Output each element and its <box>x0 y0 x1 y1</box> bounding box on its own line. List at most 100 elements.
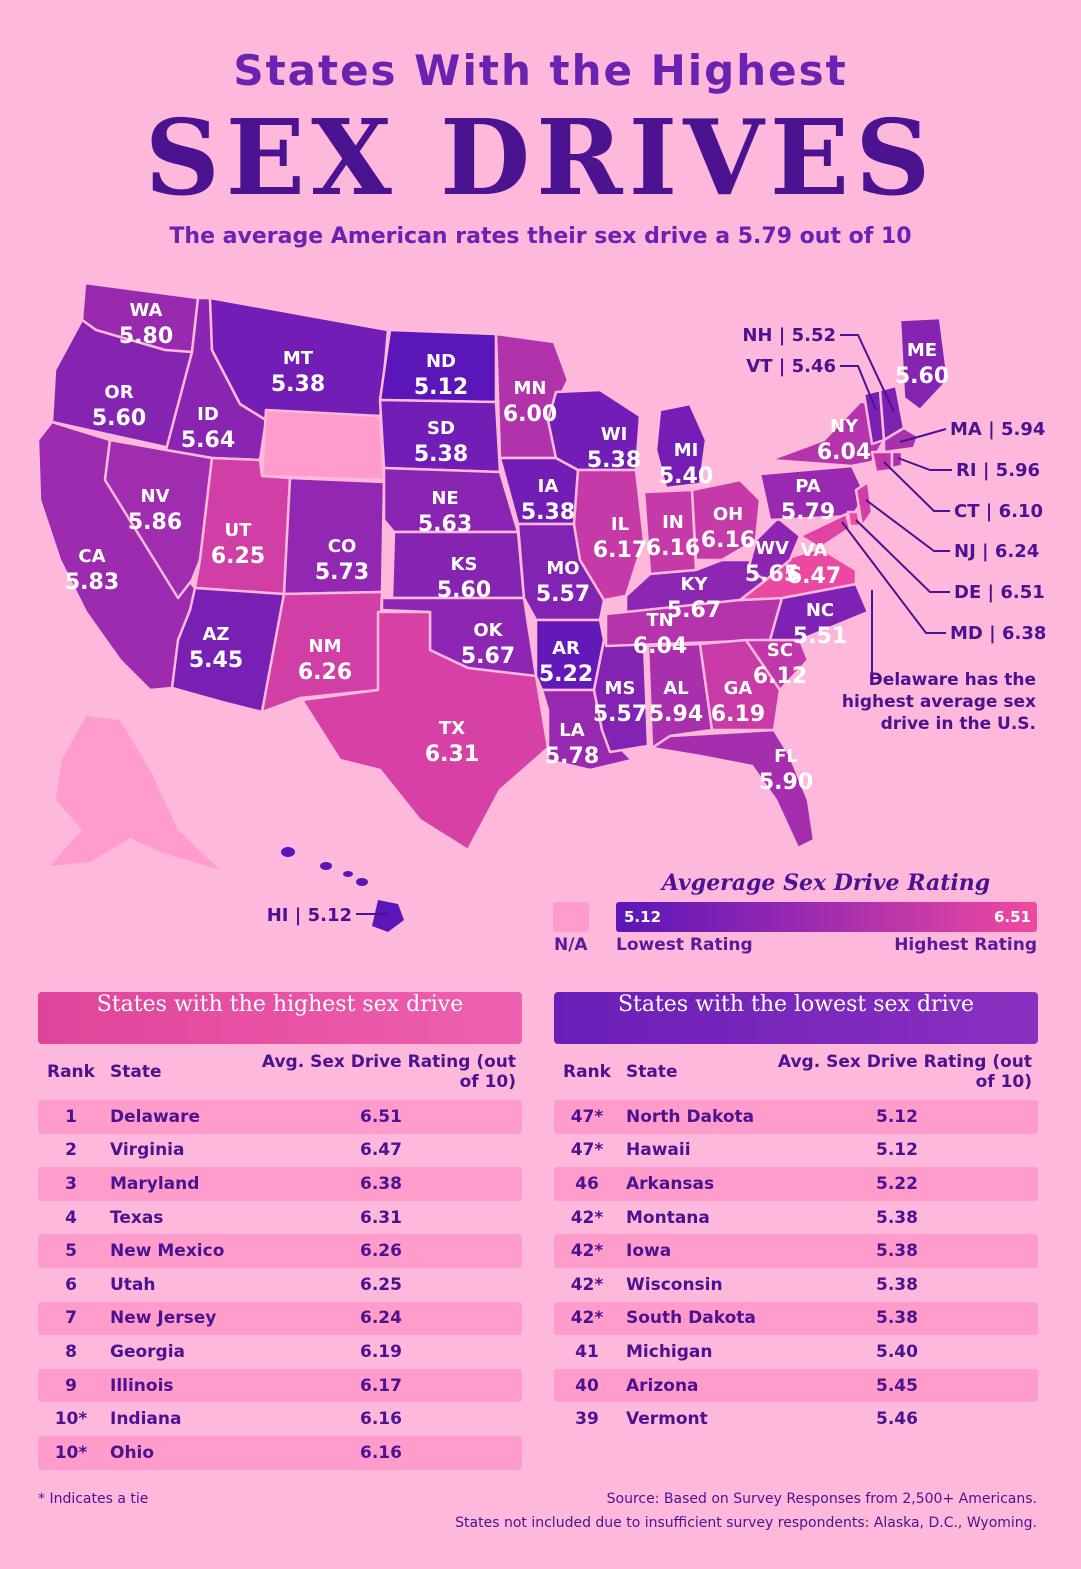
value-cell: 5.38 <box>876 1207 918 1228</box>
callout-nh: NH | 5.52 <box>742 325 836 346</box>
legend-na-label: N/A <box>554 935 588 955</box>
rank-cell: 7 <box>65 1308 77 1329</box>
state-cell: Virginia <box>110 1140 185 1161</box>
rank-cell: 42* <box>570 1241 604 1262</box>
state-abbr: NC <box>806 600 834 621</box>
value-cell: 6.16 <box>360 1442 402 1463</box>
highest-row: 7 New Jersey 6.24 <box>38 1301 522 1336</box>
state-value: 6.16 <box>646 536 700 561</box>
col-rank: Rank <box>47 1062 95 1082</box>
de-note-line <box>871 590 880 679</box>
state-cell: New Jersey <box>110 1308 217 1329</box>
state-abbr: TX <box>439 718 465 739</box>
state-abbr: CA <box>78 546 105 567</box>
state-shape-md <box>798 512 852 550</box>
state-value: 6.12 <box>753 664 807 689</box>
lowest-row: 41 Michigan 5.40 <box>554 1335 1038 1369</box>
state-value: 5.64 <box>181 428 235 453</box>
state-cell: North Dakota <box>626 1106 755 1127</box>
rank-cell: 40 <box>575 1375 599 1396</box>
state-abbr: KS <box>451 554 478 575</box>
state-value: 5.57 <box>593 702 647 727</box>
highest-row: 9 Illinois 6.17 <box>38 1368 522 1403</box>
state-abbr: SC <box>767 640 793 661</box>
state-value: 5.51 <box>793 624 847 649</box>
rank-cell: 2 <box>65 1140 77 1161</box>
state-abbr: GA <box>724 678 753 699</box>
state-abbr: FL <box>774 746 798 767</box>
state-abbr: ND <box>426 351 456 372</box>
state-shape-wy <box>260 408 386 482</box>
state-abbr: UT <box>225 520 253 541</box>
state-shape-al <box>646 642 714 750</box>
lowest-row: 47* Hawaii 5.12 <box>554 1134 1038 1168</box>
hawaii-island <box>343 871 353 877</box>
hawaii-island <box>356 878 368 886</box>
callout-ma: MA | 5.94 <box>950 419 1045 440</box>
lowest-row: 42* Iowa 5.38 <box>554 1234 1038 1268</box>
highest-row: 2 Virginia 6.47 <box>38 1134 522 1168</box>
state-value: 5.65 <box>745 562 799 587</box>
highest-row: 1 Delaware 6.51 <box>38 1100 522 1134</box>
rank-cell: 4 <box>65 1207 77 1228</box>
legend-title: Avgerage Sex Drive Rating <box>661 870 991 896</box>
rank-cell: 10* <box>54 1409 88 1430</box>
callout-hi: HI | 5.12 <box>267 905 352 926</box>
state-value: 5.12 <box>414 375 468 400</box>
state-cell: Ohio <box>110 1442 155 1463</box>
de-note-line-2: highest average sex <box>842 692 1036 712</box>
state-value: 5.63 <box>418 512 472 537</box>
state-value: 5.40 <box>659 464 713 489</box>
state-shape-nc <box>768 582 870 642</box>
state-abbr: IN <box>662 512 684 533</box>
lowest-row: 47* North Dakota 5.12 <box>554 1100 1038 1134</box>
lowest-row: 42* South Dakota 5.38 <box>554 1301 1038 1336</box>
state-shape-ma <box>882 426 920 454</box>
state-value: 5.90 <box>759 770 813 795</box>
state-value: 6.04 <box>633 634 687 659</box>
state-value: 6.04 <box>817 440 871 465</box>
state-shape-ri <box>890 450 904 470</box>
value-cell: 6.38 <box>360 1173 402 1194</box>
state-value: 5.79 <box>781 500 835 525</box>
rank-cell: 47* <box>570 1106 604 1127</box>
callout-line-vt <box>840 365 877 411</box>
state-value: 6.17 <box>593 538 647 563</box>
rank-cell: 3 <box>65 1173 77 1194</box>
rank-cell: 10* <box>54 1442 88 1463</box>
value-cell: 6.24 <box>360 1308 402 1329</box>
state-cell: Vermont <box>626 1409 708 1430</box>
state-cell: Hawaii <box>626 1140 691 1161</box>
rank-cell: 8 <box>65 1341 77 1362</box>
highest-row: 6 Utah 6.25 <box>38 1268 522 1302</box>
value-cell: 6.17 <box>360 1375 402 1396</box>
rank-cell: 41 <box>575 1341 599 1362</box>
state-shape-il <box>572 468 646 602</box>
callout-vt: VT | 5.46 <box>746 356 836 377</box>
state-abbr: IL <box>611 514 629 535</box>
state-cell: New Mexico <box>110 1241 225 1262</box>
value-cell: 5.38 <box>876 1308 918 1329</box>
rank-cell: 9 <box>65 1375 77 1396</box>
state-cell: Montana <box>626 1207 710 1228</box>
hawaii-island <box>281 847 295 857</box>
excluded-note: States not included due to insufficient … <box>455 1515 1037 1531</box>
tie-note: * Indicates a tie <box>38 1491 149 1507</box>
state-value: 5.83 <box>65 570 119 595</box>
state-cell: Iowa <box>626 1241 672 1262</box>
rank-cell: 47* <box>570 1140 604 1161</box>
callout-nj: NJ | 6.24 <box>954 541 1039 562</box>
highest-table-title: States with the highest sex drive <box>38 992 522 1044</box>
value-cell: 6.51 <box>360 1106 402 1127</box>
callout-ct: CT | 6.10 <box>954 501 1043 522</box>
rank-cell: 6 <box>65 1274 77 1295</box>
value-cell: 6.16 <box>360 1409 402 1430</box>
state-abbr: WV <box>755 538 789 559</box>
state-value: 5.22 <box>539 662 593 687</box>
state-value: 5.86 <box>128 510 182 535</box>
subtitle: The average American rates their sex dri… <box>169 224 912 249</box>
rank-cell: 1 <box>65 1106 77 1127</box>
legend-min-value: 5.12 <box>624 908 662 926</box>
highest-row: 10* Ohio 6.16 <box>38 1435 522 1470</box>
de-note-line-3: drive in the U.S. <box>881 714 1036 734</box>
